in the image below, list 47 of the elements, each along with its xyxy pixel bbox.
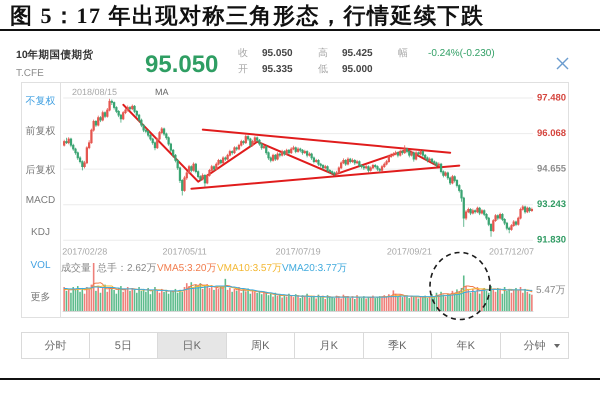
y-tick-label: 93.243 (537, 198, 566, 210)
annotation: VMA20:3.77万 (282, 263, 348, 274)
text: 2018/08/15 (72, 87, 118, 98)
tab: 月K (295, 332, 364, 359)
x-tick-label: 2017/09/21 (386, 246, 432, 257)
text: 5.47万 (536, 285, 566, 296)
text: 95.425 (342, 48, 373, 59)
tab: 5日 (90, 332, 158, 359)
tab: 日K (158, 332, 226, 359)
text: T.CFE (16, 68, 44, 79)
y-tick-label: 96.068 (537, 128, 566, 139)
text: KDJ (31, 227, 50, 238)
x-tick-label: 2017/02/28 (62, 246, 108, 257)
text: VOL (30, 260, 51, 271)
text: 后复权 (26, 165, 56, 176)
tab: 周K (226, 332, 295, 359)
y-tick-label: 94.655 (537, 164, 567, 174)
text: 95.050 (145, 51, 218, 78)
tab: 分钟 (500, 332, 569, 359)
x-tick-label: 2017/05/11 (162, 246, 207, 257)
text: 幅 (398, 48, 408, 59)
text: 更多 (30, 292, 50, 303)
tab: 季K (364, 332, 432, 359)
text: 高 (318, 48, 328, 59)
text: 不复权 (26, 96, 56, 107)
text: 低 (318, 64, 328, 75)
text: 前复权 (26, 126, 56, 137)
text: 95.050 (262, 48, 293, 59)
y-tick-label: 91.830 (537, 234, 566, 246)
text: MACD (26, 195, 56, 206)
annotation: VMA10:3.57万 (217, 263, 282, 274)
y-tick-label: 97.480 (537, 92, 566, 104)
text: 开 (238, 64, 248, 75)
text: 95.000 (342, 64, 373, 75)
tab: 年K (432, 332, 500, 359)
tab: 分时 (21, 332, 90, 359)
text: 图 5：17 年出现对称三角形态，行情延续下跌 (10, 3, 484, 28)
text: MA (155, 87, 168, 98)
text: 10年期国债期货 (16, 49, 94, 62)
text: -0.24%(-0.230) (428, 48, 495, 59)
text: 95.335 (262, 64, 293, 75)
x-tick-label: 2017/12/07 (488, 246, 534, 257)
annotation: 成交量 (61, 263, 91, 274)
annotation: 总手：2.62万 (97, 263, 156, 274)
annotation: VMA5:3.20万 (157, 263, 216, 274)
x-tick-label: 2017/07/19 (276, 246, 321, 257)
text: 收 (238, 48, 248, 59)
